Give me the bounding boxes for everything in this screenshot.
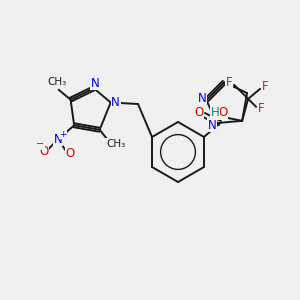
Text: O: O <box>65 147 75 160</box>
Text: N: N <box>54 133 62 146</box>
Text: F: F <box>262 80 268 93</box>
Text: F: F <box>258 102 265 116</box>
Text: O: O <box>194 106 204 119</box>
Text: N: N <box>208 118 216 132</box>
Text: N: N <box>90 77 99 90</box>
Text: F: F <box>226 76 232 89</box>
Text: O: O <box>40 145 49 158</box>
Text: O: O <box>218 106 228 119</box>
Text: CH₃: CH₃ <box>47 77 66 87</box>
Text: N: N <box>111 96 120 109</box>
Text: −: − <box>36 139 44 149</box>
Text: CH₃: CH₃ <box>106 139 125 149</box>
Text: H: H <box>211 106 220 119</box>
Text: N: N <box>198 92 207 105</box>
Text: +: + <box>59 130 67 139</box>
